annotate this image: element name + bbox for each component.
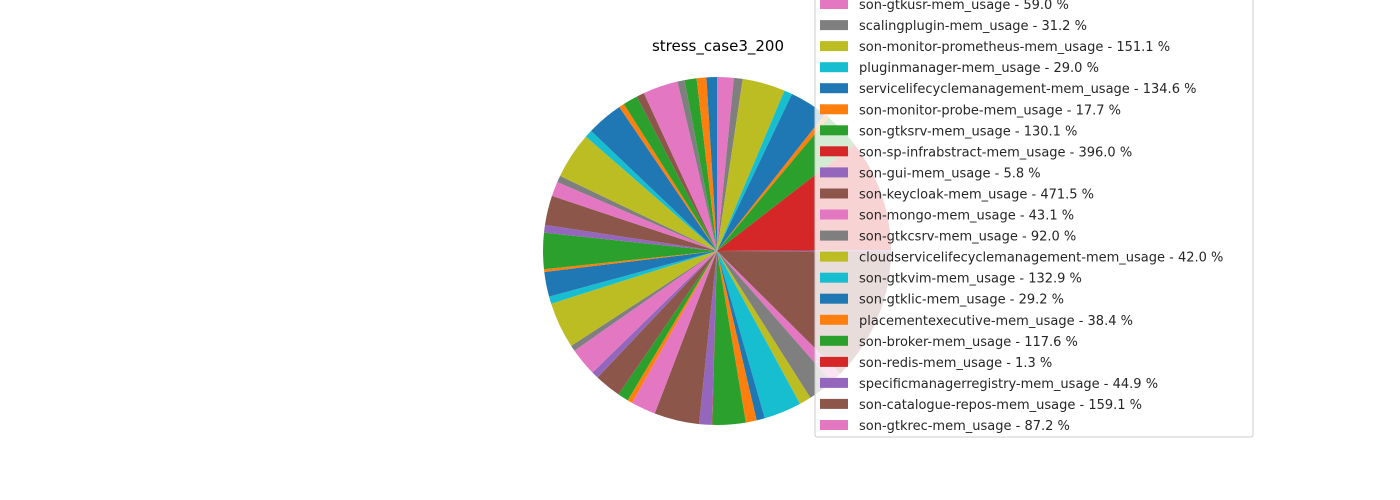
pie-slice-6 xyxy=(717,114,829,251)
legend-entries: son-gtkusr-mem_usage - 59.0 % scalingplug… xyxy=(820,0,1223,434)
pie-slice-unlisted-24 xyxy=(684,78,717,252)
pie-slice-unlisted-6 xyxy=(571,251,717,351)
pie-slice-unlisted-9 xyxy=(544,251,717,297)
legend-swatch-3 xyxy=(820,41,848,52)
legend-swatch-6 xyxy=(820,104,848,115)
pie-slice-12 xyxy=(717,251,832,398)
legend-swatch-10 xyxy=(820,188,848,199)
pie-slice-unlisted-18 xyxy=(591,107,717,251)
legend-swatch-17 xyxy=(820,335,848,346)
pie-slice-18 xyxy=(711,251,717,425)
legend-swatch-18 xyxy=(820,356,848,367)
pie-slice-unlisted-17 xyxy=(585,130,717,251)
legend-label-16: placementexecutive-mem_usage - 38.4 % xyxy=(859,314,1133,329)
pie-slice-14 xyxy=(717,251,801,419)
legend-frame xyxy=(814,0,1254,438)
legend-label-20: son-catalogue-repos-mem_usage - 159.1 % xyxy=(859,398,1142,413)
pie-slice-20 xyxy=(654,251,717,425)
legend-swatch-14 xyxy=(820,272,848,283)
legend-label-14: son-gtkvim-mem_usage - 132.9 % xyxy=(859,272,1082,287)
pie-slice-unlisted-26 xyxy=(706,76,717,251)
legend-swatch-15 xyxy=(820,293,848,304)
legend-swatch-1 xyxy=(820,0,848,9)
pie-slice-unlisted-7 xyxy=(551,251,717,346)
pie-slice-unlisted-11 xyxy=(543,232,717,270)
pie-slice-unlisted-5 xyxy=(574,251,717,373)
pie-slice-16 xyxy=(717,251,757,423)
pie-slice-17 xyxy=(712,251,746,425)
legend-label-12: son-gtkcsrv-mem_usage - 92.0 % xyxy=(859,230,1076,245)
legend-swatch-12 xyxy=(820,230,848,241)
pie-slice-unlisted-10 xyxy=(543,251,717,272)
legend-label-10: son-keycloak-mem_usage - 471.5 % xyxy=(859,188,1094,203)
legend-swatch-2 xyxy=(820,20,848,31)
pie-slices xyxy=(543,76,892,425)
pie-slice-unlisted-16 xyxy=(560,136,717,251)
pie-slice-unlisted-23 xyxy=(677,80,717,251)
pie-slice-unlisted-8 xyxy=(549,251,717,304)
legend-label-7: son-gtksrv-mem_usage - 130.1 % xyxy=(859,124,1077,139)
legend-swatch-19 xyxy=(820,377,848,388)
pie-slice-unlisted-25 xyxy=(696,77,717,251)
pie-slice-unlisted-3 xyxy=(597,251,717,395)
pie-slice-13 xyxy=(717,251,811,404)
pie-slice-unlisted-13 xyxy=(544,195,717,251)
legend-label-17: son-broker-mem_usage - 117.6 % xyxy=(859,335,1078,350)
pie-slice-5 xyxy=(717,94,825,251)
pie-slice-1 xyxy=(717,76,734,251)
pie-slice-15 xyxy=(717,251,765,421)
legend-label-18: son-redis-mem_usage - 1.3 % xyxy=(859,356,1052,371)
legend-swatch-20 xyxy=(820,398,848,409)
pie-slice-19 xyxy=(699,251,717,425)
pie-slice-unlisted-22 xyxy=(643,81,717,251)
legend-swatch-4 xyxy=(820,62,848,73)
legend-label-15: son-gtklic-mem_usage - 29.2 % xyxy=(859,293,1064,308)
pie-slice-21 xyxy=(632,251,717,414)
pie-slice-unlisted-20 xyxy=(623,96,717,251)
legend-swatch-16 xyxy=(820,314,848,325)
legend-label-6: son-monitor-probe-mem_usage - 17.7 % xyxy=(859,103,1121,118)
chart-title: stress_case3_200 xyxy=(652,37,784,56)
legend-label-4: pluginmanager-mem_usage - 29.0 % xyxy=(859,61,1099,76)
legend-swatch-5 xyxy=(820,83,848,94)
legend-label-8: son-sp-infrabstract-mem_usage - 396.0 % xyxy=(859,145,1132,160)
legend-swatch-8 xyxy=(820,146,848,157)
pie-slice-unlisted-15 xyxy=(557,175,717,251)
pie-slice-unlisted-4 xyxy=(592,251,717,378)
legend-label-9: son-gui-mem_usage - 5.8 % xyxy=(859,166,1041,181)
legend: son-gtkusr-mem_usage - 59.0 % scalingplug… xyxy=(814,0,1254,438)
legend-label-21: son-gtkrec-mem_usage - 87.2 % xyxy=(859,419,1070,434)
pie-slice-4 xyxy=(717,90,793,251)
legend-label-11: son-mongo-mem_usage - 43.1 % xyxy=(859,209,1074,224)
legend-swatch-11 xyxy=(820,209,848,220)
legend-label-1: son-gtkusr-mem_usage - 59.0 % xyxy=(859,0,1069,13)
pie-slice-unlisted-14 xyxy=(551,181,717,251)
pie-slice-unlisted-19 xyxy=(619,104,717,251)
legend-swatch-9 xyxy=(820,167,848,178)
pie-slice-2 xyxy=(717,77,743,251)
pie-slice-unlisted-1 xyxy=(627,251,717,403)
legend-label-3: son-monitor-prometheus-mem_usage - 151.1… xyxy=(859,40,1170,55)
legend-label-2: scalingplugin-mem_usage - 31.2 % xyxy=(859,19,1087,34)
pie-slice-unlisted-21 xyxy=(636,93,717,252)
pie-slice-unlisted-2 xyxy=(618,251,717,401)
legend-swatch-7 xyxy=(820,125,848,136)
legend-swatch-13 xyxy=(820,251,848,262)
legend-swatch-21 xyxy=(820,420,848,430)
pie-slice-3 xyxy=(717,78,785,251)
pie-slice-unlisted-12 xyxy=(543,224,717,251)
legend-label-19: specificmanagerregistry-mem_usage - 44.9… xyxy=(859,377,1158,392)
legend-label-5: servicelifecyclemanagement-mem_usage - 1… xyxy=(859,82,1196,97)
pie-slice-11 xyxy=(717,251,841,382)
legend-label-13: cloudservicelifecyclemanagement-mem_usag… xyxy=(859,251,1223,266)
